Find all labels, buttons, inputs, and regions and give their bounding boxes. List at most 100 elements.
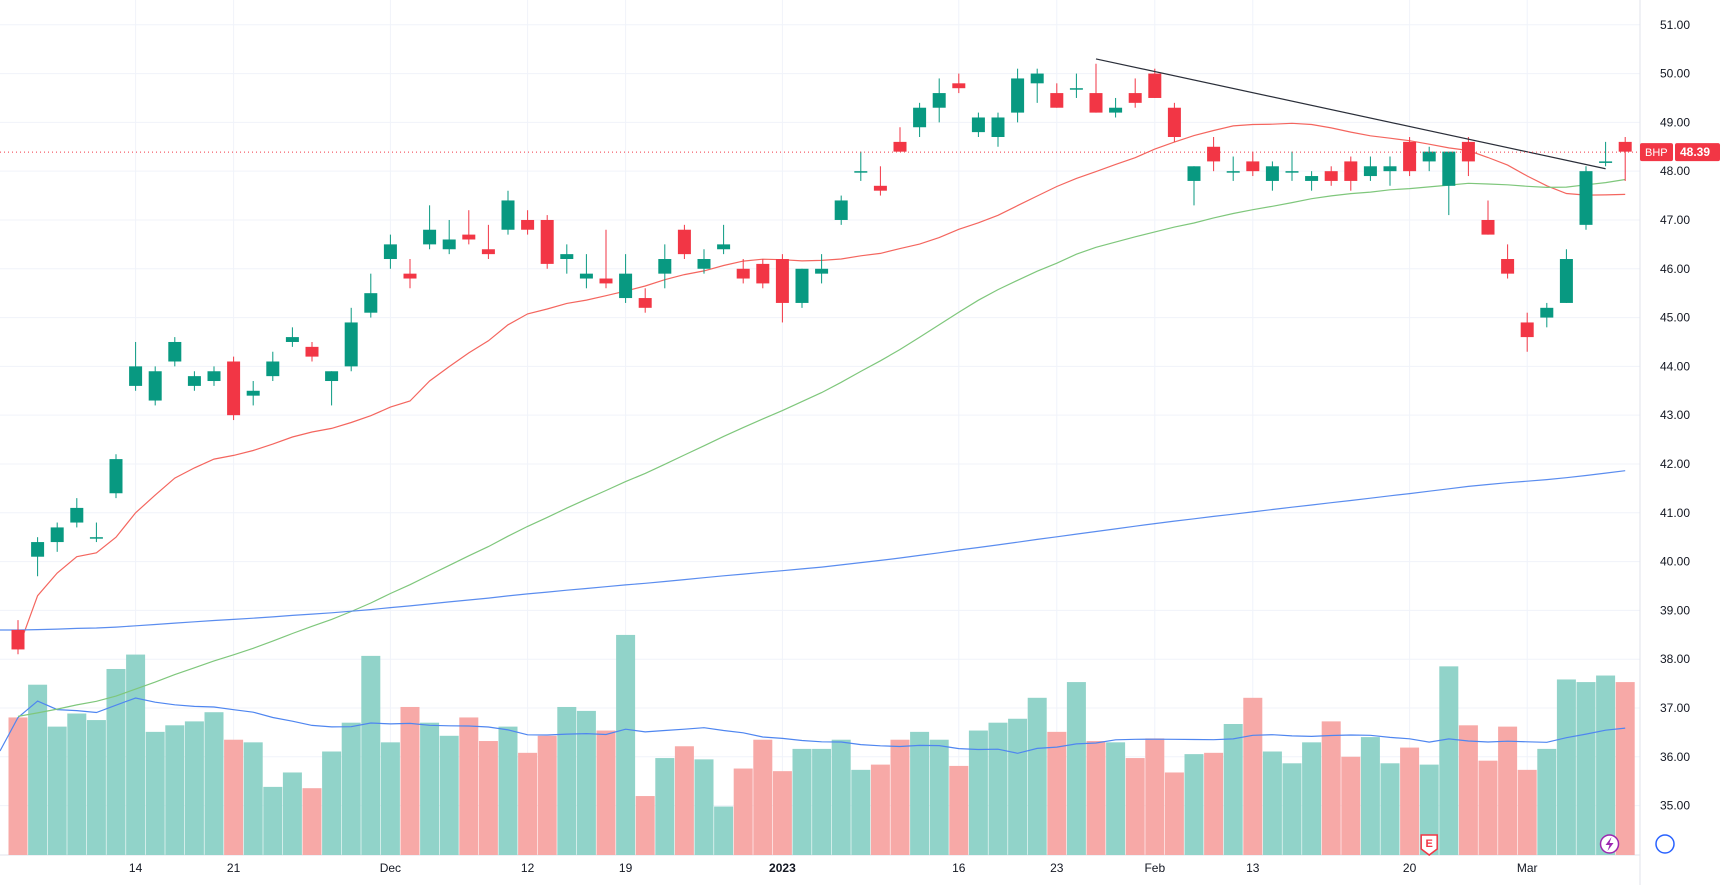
candle[interactable] [227, 356, 241, 421]
candle[interactable] [442, 219, 456, 255]
candle[interactable] [1442, 151, 1456, 216]
candle[interactable] [266, 351, 280, 382]
candle[interactable] [1089, 63, 1103, 113]
candle[interactable] [129, 341, 143, 391]
candle[interactable] [1265, 161, 1279, 191]
candle[interactable] [560, 244, 574, 274]
candle[interactable] [70, 498, 84, 528]
candle[interactable] [1403, 137, 1417, 177]
candle[interactable] [481, 224, 495, 260]
candle[interactable] [1030, 68, 1044, 103]
candle[interactable] [775, 254, 789, 323]
candle[interactable] [423, 205, 437, 250]
candle[interactable] [31, 537, 45, 577]
candle[interactable] [697, 249, 711, 274]
candle[interactable] [148, 366, 162, 406]
candle[interactable] [1579, 166, 1593, 230]
candle[interactable] [540, 215, 554, 269]
candle[interactable] [285, 327, 299, 347]
earnings-icon[interactable]: E [1420, 834, 1438, 856]
candle[interactable] [1383, 156, 1397, 186]
candle[interactable] [1011, 68, 1025, 123]
candle[interactable] [168, 337, 182, 367]
candle[interactable] [756, 259, 770, 289]
dividend-icon[interactable] [1655, 834, 1675, 854]
candle[interactable] [1461, 137, 1475, 177]
candle[interactable] [501, 190, 515, 235]
candle[interactable] [1167, 102, 1181, 142]
candle[interactable] [638, 288, 652, 313]
candle[interactable] [1207, 137, 1221, 172]
candle[interactable] [1285, 151, 1299, 181]
trendline-segment[interactable] [1095, 58, 1606, 170]
candle[interactable] [364, 273, 378, 318]
candle[interactable] [109, 454, 123, 499]
candle[interactable] [1540, 302, 1554, 328]
candle[interactable] [736, 259, 750, 284]
candle-body [187, 376, 201, 386]
candle[interactable] [89, 522, 103, 543]
candle-body [1579, 171, 1593, 225]
candle[interactable] [325, 371, 339, 406]
candle[interactable] [50, 522, 64, 552]
candle[interactable] [795, 268, 809, 308]
lightning-icon[interactable] [1599, 834, 1620, 854]
candle[interactable] [932, 78, 946, 123]
candle[interactable] [521, 210, 535, 235]
volume-bar [674, 746, 694, 855]
candle[interactable] [619, 254, 633, 303]
candle[interactable] [1226, 156, 1240, 181]
candle[interactable] [1618, 137, 1632, 181]
candle[interactable] [1520, 312, 1534, 352]
candle[interactable] [1148, 68, 1162, 98]
candle[interactable] [1599, 141, 1613, 167]
candle[interactable] [1069, 73, 1083, 98]
time-axis[interactable]: 14 21 Dec 12 19 2023 16 23 Feb 13 20 Mar [129, 861, 1538, 875]
candle-body [31, 542, 45, 557]
candle[interactable] [1050, 83, 1064, 108]
candle[interactable] [971, 112, 985, 138]
candle[interactable] [1128, 78, 1142, 108]
candle[interactable] [383, 234, 397, 269]
volume-bar [557, 706, 577, 855]
candle[interactable] [462, 210, 476, 245]
candle[interactable] [1501, 244, 1515, 279]
candle[interactable] [873, 166, 887, 196]
candle[interactable] [1187, 166, 1201, 206]
trendline[interactable] [1095, 58, 1606, 170]
candle[interactable] [913, 102, 927, 138]
event-markers[interactable]: E [1420, 834, 1675, 856]
candle[interactable] [834, 195, 848, 225]
candle[interactable] [187, 371, 201, 391]
candle[interactable] [403, 259, 417, 289]
volume-bar [8, 717, 28, 855]
candle[interactable] [952, 73, 966, 94]
candle[interactable] [815, 254, 829, 284]
candle[interactable] [658, 244, 672, 289]
candle[interactable] [717, 224, 731, 255]
candle[interactable] [305, 341, 319, 362]
y-tick-label: 43.00 [1660, 408, 1690, 422]
candle[interactable] [599, 229, 613, 289]
price-axis[interactable]: 51.00 50.00 49.00 48.00 47.00 46.00 45.00 44.00… [0, 18, 1720, 813]
candle[interactable] [677, 224, 691, 260]
candlesticks[interactable] [11, 63, 1632, 655]
candle[interactable] [246, 381, 260, 406]
candle[interactable] [1344, 156, 1358, 191]
candle[interactable] [854, 151, 868, 181]
candle[interactable] [1246, 151, 1260, 177]
candle[interactable] [1559, 249, 1573, 303]
candle[interactable] [11, 620, 25, 655]
candle[interactable] [344, 307, 358, 372]
candle[interactable] [893, 127, 907, 152]
candle[interactable] [1324, 166, 1338, 186]
candle[interactable] [1363, 156, 1377, 181]
candle[interactable] [1305, 171, 1319, 191]
candle[interactable] [207, 366, 221, 386]
candle[interactable] [1109, 97, 1123, 118]
candle[interactable] [1481, 200, 1495, 235]
candle[interactable] [1422, 146, 1436, 172]
candle[interactable] [579, 254, 593, 289]
candle[interactable] [991, 112, 1005, 147]
